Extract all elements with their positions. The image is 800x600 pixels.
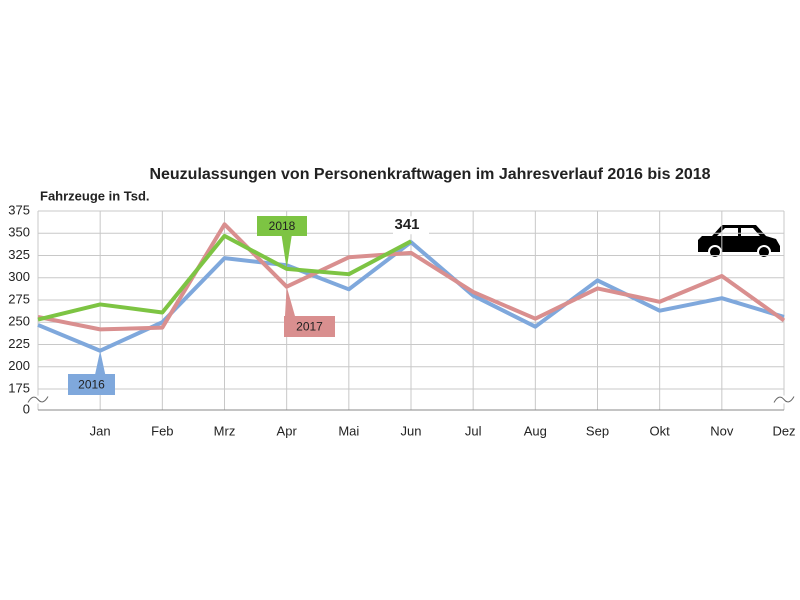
axis-break xyxy=(27,396,49,403)
y-tick-label: 325 xyxy=(8,247,30,262)
y-tick-label: 375 xyxy=(8,202,30,217)
line xyxy=(37,222,786,332)
y-tick-label: 200 xyxy=(8,358,30,373)
y-tick-label: 300 xyxy=(8,269,30,284)
x-tick-label: Feb xyxy=(151,423,173,438)
x-tick-label: Apr xyxy=(277,423,298,438)
x-tick-label: Mai xyxy=(338,423,359,438)
legend-pointer xyxy=(281,236,292,269)
y-axis-label: Fahrzeuge in Tsd. xyxy=(40,188,150,203)
x-tick-label: Jul xyxy=(465,423,482,438)
y-tick-label: 175 xyxy=(8,380,30,395)
x-tick-label: Nov xyxy=(710,423,734,438)
y-tick-label: 275 xyxy=(8,291,30,306)
legend-box xyxy=(284,316,335,337)
y-tick-label: 250 xyxy=(8,314,30,329)
x-tick-label: Mrz xyxy=(214,423,236,438)
legend-pointer xyxy=(95,350,106,374)
x-tick-label: Jun xyxy=(401,423,422,438)
x-tick-label: Sep xyxy=(586,423,609,438)
car-icon xyxy=(698,225,780,259)
x-tick-label: Okt xyxy=(650,423,671,438)
axis-break xyxy=(773,396,795,403)
legend-label: 2018 xyxy=(269,219,296,233)
legend-box xyxy=(68,374,115,395)
line xyxy=(37,233,412,322)
y-tick-label: 0 xyxy=(23,401,30,416)
x-tick-label: Dez xyxy=(772,423,795,438)
legend-pointer xyxy=(285,286,295,316)
legend-box xyxy=(257,216,307,236)
y-tick-label: 225 xyxy=(8,336,30,351)
chart-title: Neuzulassungen von Personenkraftwagen im… xyxy=(149,166,710,183)
legend-label: 2016 xyxy=(78,378,105,392)
annotation: 341 xyxy=(394,216,419,233)
annotation-bg xyxy=(393,216,429,235)
legend-label: 2017 xyxy=(296,320,323,334)
x-tick-label: Aug xyxy=(524,423,547,438)
x-tick-label: Jan xyxy=(90,423,111,438)
y-tick-label: 350 xyxy=(8,225,30,240)
